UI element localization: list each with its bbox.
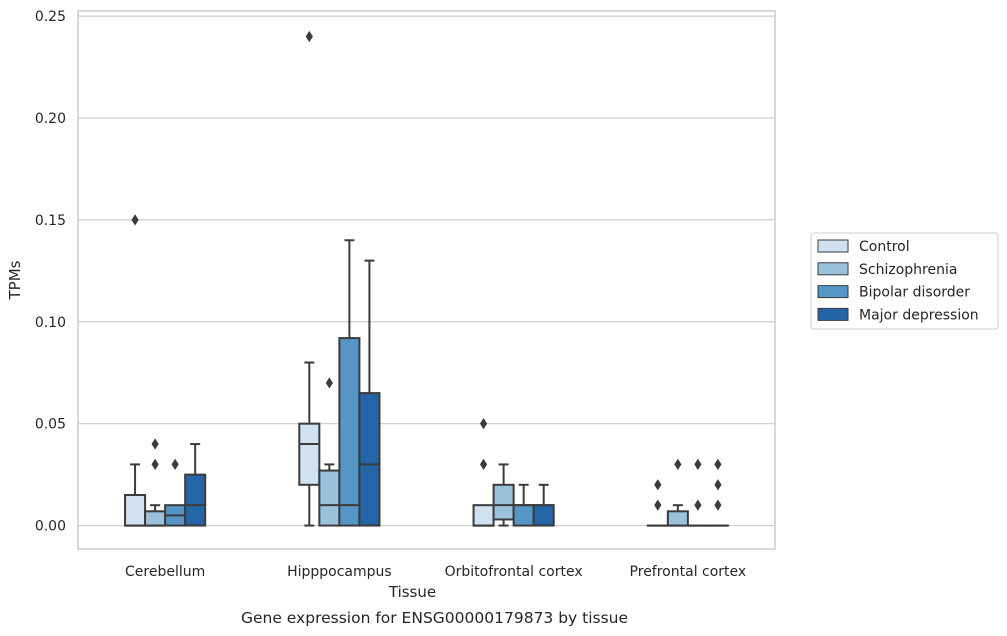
x-axis-label: Tissue — [388, 583, 436, 601]
legend-item: Control — [817, 239, 910, 255]
box-body — [358, 392, 381, 527]
y-tick-labels: 0.00 0.05 0.10 0.15 0.20 0.25 — [35, 9, 66, 534]
box-group — [706, 458, 729, 527]
y-axis-label: TPMs — [6, 260, 24, 300]
legend-swatch — [817, 262, 849, 276]
y-tick-label: 0.20 — [35, 111, 66, 127]
box-group — [512, 483, 535, 527]
outlier-point — [694, 458, 702, 471]
legend-swatch — [817, 307, 849, 321]
legend-item: Bipolar disorder — [817, 285, 970, 301]
box-body — [144, 510, 167, 527]
outlier-point — [151, 438, 159, 450]
x-tick-label: Cerebellum — [125, 564, 205, 580]
legend-item: Schizophrenia — [817, 262, 957, 278]
legend-label: Major depression — [859, 307, 979, 323]
box-body — [318, 469, 341, 527]
box-group — [124, 214, 147, 527]
legend-swatch — [817, 285, 849, 299]
box-group — [358, 259, 381, 527]
outlier-point — [151, 458, 159, 471]
box-group — [298, 30, 321, 527]
box-body — [184, 473, 207, 527]
box-marks — [124, 30, 729, 527]
box-body — [298, 422, 321, 486]
box-body — [532, 504, 555, 527]
box-body — [338, 337, 361, 527]
outlier-point — [654, 479, 662, 491]
x-tick-label: Orbitofrontal cortex — [445, 564, 583, 580]
box-body — [472, 504, 495, 527]
box-group — [646, 479, 669, 527]
y-tick-label: 0.10 — [35, 315, 66, 331]
box-body — [124, 493, 147, 527]
box-group — [666, 458, 689, 527]
box-body — [512, 504, 535, 527]
legend-swatch — [817, 239, 849, 253]
x-tick-label: Prefrontal cortex — [630, 564, 747, 580]
y-tick-label: 0.25 — [35, 9, 66, 25]
outlier-point — [131, 214, 139, 226]
legend-label: Bipolar disorder — [859, 285, 970, 301]
chart-caption: Gene expression for ENSG00000179873 by t… — [241, 609, 628, 627]
box-group — [686, 458, 709, 527]
box-group — [532, 483, 555, 527]
outlier-point — [305, 30, 313, 43]
outlier-point — [714, 458, 722, 471]
outlier-point — [479, 458, 488, 471]
box-group — [318, 377, 341, 527]
outlier-point — [714, 499, 722, 511]
y-tick-label: 0.00 — [35, 519, 66, 535]
plot-frame — [77, 10, 776, 550]
legend: Control Schizophrenia Bipolar disorder Majo… — [810, 232, 999, 330]
legend-items: Control Schizophrenia Bipolar disorder Majo… — [817, 239, 979, 323]
legend-label: Schizophrenia — [859, 262, 957, 278]
outlier-point — [325, 377, 333, 389]
box-group — [338, 239, 361, 527]
outlier-point — [694, 499, 702, 511]
outlier-point — [479, 418, 488, 430]
box-body — [492, 483, 515, 521]
outlier-point — [674, 458, 682, 471]
x-tick-label: Hipppocampus — [287, 564, 392, 580]
box-body — [666, 510, 689, 527]
y-tick-label: 0.05 — [35, 417, 66, 433]
y-tick-label: 0.15 — [35, 213, 66, 229]
outlier-point — [714, 479, 722, 491]
box-group — [492, 463, 515, 527]
box-group — [472, 418, 495, 527]
box-group — [184, 443, 207, 527]
legend-item: Major depression — [817, 307, 979, 323]
x-tick-labels: Cerebellum Hipppocampus Orbitofrontal cort… — [125, 564, 746, 580]
outlier-point — [654, 499, 662, 511]
grid-lines — [78, 15, 775, 527]
box-group — [144, 438, 167, 527]
box-group — [164, 458, 187, 527]
outlier-point — [171, 458, 179, 471]
legend-frame — [810, 232, 999, 330]
legend-label: Control — [859, 239, 910, 255]
